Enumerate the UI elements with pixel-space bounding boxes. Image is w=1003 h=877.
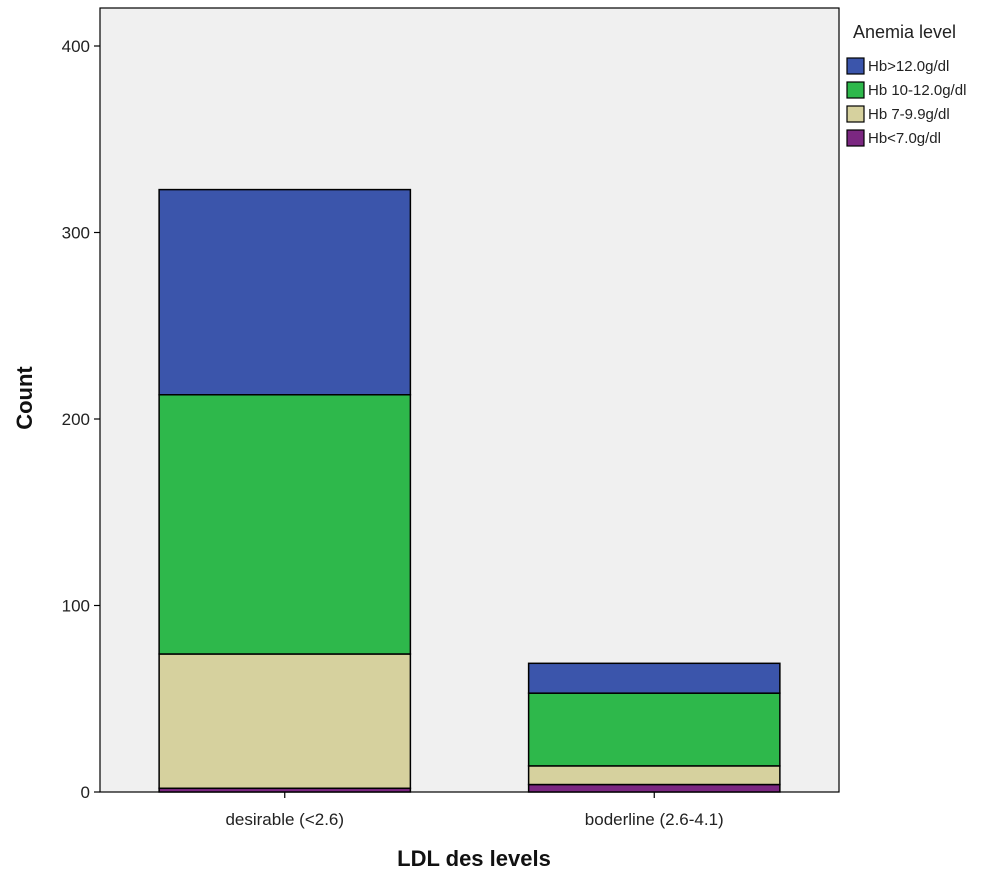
x-tick-label: boderline (2.6-4.1) [585, 810, 724, 829]
bar-boderline-2-6-4-1-hb-7-9-9g-dl [527, 765, 781, 786]
bar-desirable-2-6-hb-12-0g-dl [158, 188, 412, 396]
legend-swatch-hb-12-0g-dl [846, 57, 865, 75]
legend-label-hb-7-0g-dl: Hb<7.0g/dl [868, 130, 941, 147]
legend-label-hb-10-12-0g-dl: Hb 10-12.0g/dl [868, 82, 966, 99]
bar-desirable-2-6-hb-7-9-9g-dl [158, 653, 412, 790]
legend-swatch-hb-10-12-0g-dl [846, 81, 865, 99]
legend-swatch-hb-7-9-9g-dl [846, 105, 865, 123]
x-axis-title: LDL des levels [397, 846, 551, 871]
bar-desirable-2-6-hb-10-12-0g-dl [158, 394, 412, 655]
y-tick-label: 300 [62, 224, 90, 243]
y-axis: 0 100 200 300 400 [62, 37, 100, 802]
legend-swatch-hb-7-0g-dl [846, 129, 865, 147]
x-axis: desirable (<2.6) boderline (2.6-4.1) [225, 792, 724, 829]
x-tick-label: desirable (<2.6) [225, 810, 344, 829]
legend-title: Anemia level [853, 22, 956, 42]
bars-layer [158, 188, 781, 793]
y-tick-label: 100 [62, 597, 90, 616]
y-tick-label: 400 [62, 37, 90, 56]
legend: Anemia level Hb>12.0g/dl Hb 10-12.0g/dl Hb… [846, 22, 966, 147]
bar-boderline-2-6-4-1-hb-10-12-0g-dl [527, 692, 781, 767]
y-tick-label: 200 [62, 410, 90, 429]
bar-boderline-2-6-4-1-hb-12-0g-dl [527, 662, 781, 694]
legend-label-hb-7-9-9g-dl: Hb 7-9.9g/dl [868, 106, 950, 123]
legend-label-hb-12-0g-dl: Hb>12.0g/dl [868, 58, 949, 75]
bar-boderline-2-6-4-1-hb-7-0g-dl [527, 783, 781, 793]
y-axis-title: Count [12, 366, 37, 430]
y-tick-label: 0 [81, 783, 90, 802]
